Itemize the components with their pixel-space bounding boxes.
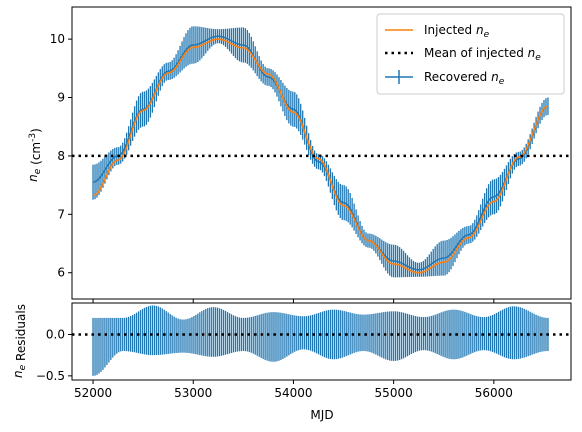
bottom-y-tick-label: 0.0 xyxy=(46,327,65,341)
x-tick-label: 56000 xyxy=(475,386,513,400)
top-y-tick-label: 6 xyxy=(57,266,65,280)
bottom-y-tick-label: −0.5 xyxy=(36,369,65,383)
legend: Injected ne Mean of injected ne Recovere… xyxy=(376,13,565,95)
x-tick-label: 55000 xyxy=(375,386,413,400)
top-y-axis-label: ne (cm-3) xyxy=(26,128,43,182)
top-axes-frame xyxy=(71,6,572,300)
x-axis-label: MJD xyxy=(310,408,333,422)
legend-mean-label: Mean of injected ne xyxy=(424,46,541,63)
top-y-tick-label: 10 xyxy=(50,32,65,46)
bottom-y-axis-label: ne Residuals xyxy=(11,304,28,378)
bottom-axes-frame xyxy=(71,302,572,381)
recovered-line xyxy=(92,35,549,271)
injected-line xyxy=(92,38,549,274)
x-tick-label: 53000 xyxy=(174,386,212,400)
bottom-x-ticks: 52000 53000 54000 55000 56000 xyxy=(74,299,513,400)
bottom-y-ticks: −0.5 0.0 xyxy=(36,327,72,383)
legend-injected-label: Injected ne xyxy=(424,23,490,40)
legend-box xyxy=(376,13,565,95)
top-data-layer xyxy=(72,26,571,278)
bottom-panel: −0.5 0.0 52000 53000 54000 55000 56000 ne Res… xyxy=(11,299,572,422)
top-y-tick-label: 7 xyxy=(57,207,65,221)
legend-recovered-label: Recovered ne xyxy=(424,70,505,87)
top-y-ticks: 6 7 8 9 10 xyxy=(50,32,72,280)
top-y-tick-label: 9 xyxy=(57,91,65,105)
top-y-tick-label: 8 xyxy=(57,149,65,163)
x-tick-label: 52000 xyxy=(74,386,112,400)
bottom-data-layer xyxy=(72,305,571,376)
x-tick-label: 54000 xyxy=(274,386,312,400)
top-panel: 6 7 8 9 10 ne (cm-3) Injected ne Mean of inj… xyxy=(26,6,572,300)
